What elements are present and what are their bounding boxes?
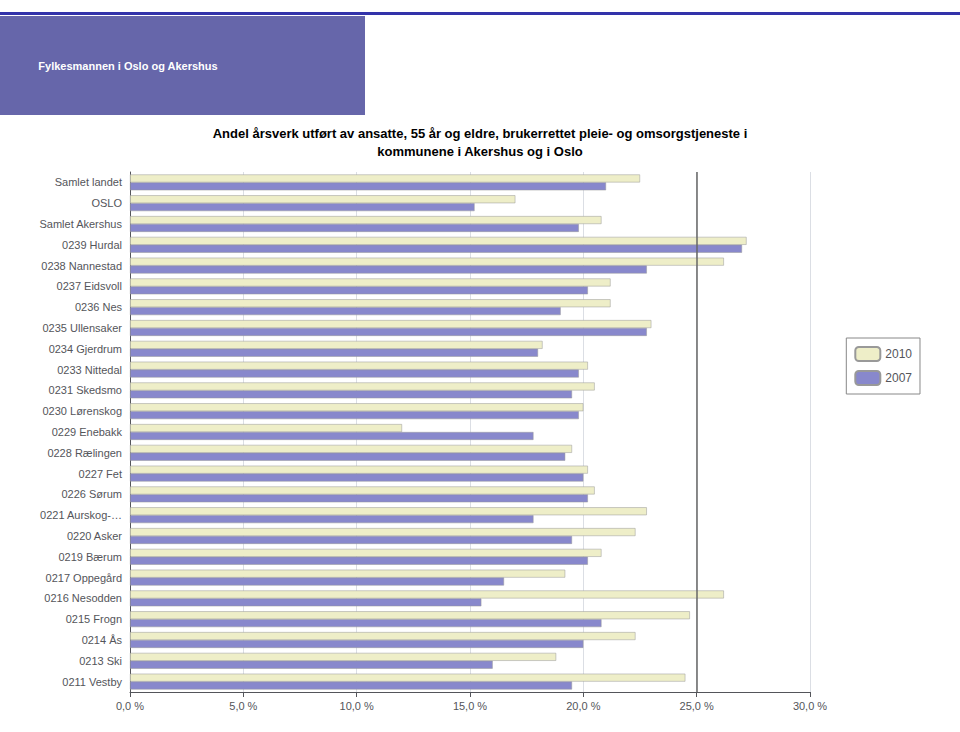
- svg-text:0213 Ski: 0213 Ski: [79, 655, 122, 667]
- svg-text:0227 Fet: 0227 Fet: [79, 468, 122, 480]
- svg-text:0221 Aurskog-…: 0221 Aurskog-…: [40, 509, 122, 521]
- svg-text:30,0 %: 30,0 %: [793, 700, 827, 712]
- svg-text:20,0 %: 20,0 %: [566, 700, 600, 712]
- svg-text:0217 Oppegård: 0217 Oppegård: [46, 572, 122, 584]
- svg-text:Samlet landet: Samlet landet: [55, 176, 122, 188]
- svg-text:2007: 2007: [885, 371, 912, 385]
- svg-text:kommunene i Akershus og i Oslo: kommunene i Akershus og i Oslo: [377, 144, 582, 159]
- svg-text:0239 Hurdal: 0239 Hurdal: [62, 239, 122, 251]
- svg-text:0219 Bærum: 0219 Bærum: [58, 551, 122, 563]
- svg-text:0226 Sørum: 0226 Sørum: [61, 488, 122, 500]
- svg-text:0237 Eidsvoll: 0237 Eidsvoll: [57, 280, 122, 292]
- svg-text:0214 Ås: 0214 Ås: [82, 634, 123, 646]
- svg-text:0228 Rælingen: 0228 Rælingen: [47, 447, 122, 459]
- svg-text:Andel årsverk utført av ansatt: Andel årsverk utført av ansatte, 55 år o…: [213, 126, 748, 141]
- svg-text:10,0 %: 10,0 %: [340, 700, 374, 712]
- svg-text:0233 Nittedal: 0233 Nittedal: [57, 364, 122, 376]
- svg-text:0235 Ullensaker: 0235 Ullensaker: [43, 322, 123, 334]
- svg-text:5,0 %: 5,0 %: [229, 700, 257, 712]
- svg-text:0220 Asker: 0220 Asker: [67, 530, 122, 542]
- svg-text:Fylkesmannen i Oslo og Akershu: Fylkesmannen i Oslo og Akershus: [38, 60, 217, 72]
- svg-text:0211 Vestby: 0211 Vestby: [62, 676, 122, 688]
- svg-text:0229 Enebakk: 0229 Enebakk: [52, 426, 123, 438]
- svg-text:0,0 %: 0,0 %: [116, 700, 144, 712]
- svg-text:OSLO: OSLO: [91, 197, 122, 209]
- svg-text:0216 Nesodden: 0216 Nesodden: [44, 592, 122, 604]
- svg-text:Samlet Akershus: Samlet Akershus: [39, 218, 122, 230]
- svg-text:0238 Nannestad: 0238 Nannestad: [41, 260, 122, 272]
- svg-text:0215 Frogn: 0215 Frogn: [66, 613, 122, 625]
- svg-text:2010: 2010: [885, 347, 912, 361]
- svg-text:0236 Nes: 0236 Nes: [75, 301, 123, 313]
- svg-text:0231 Skedsmo: 0231 Skedsmo: [49, 384, 122, 396]
- svg-text:15,0 %: 15,0 %: [453, 700, 487, 712]
- svg-text:0230 Lørenskog: 0230 Lørenskog: [43, 405, 123, 417]
- svg-text:25,0 %: 25,0 %: [680, 700, 714, 712]
- svg-text:0234 Gjerdrum: 0234 Gjerdrum: [49, 343, 122, 355]
